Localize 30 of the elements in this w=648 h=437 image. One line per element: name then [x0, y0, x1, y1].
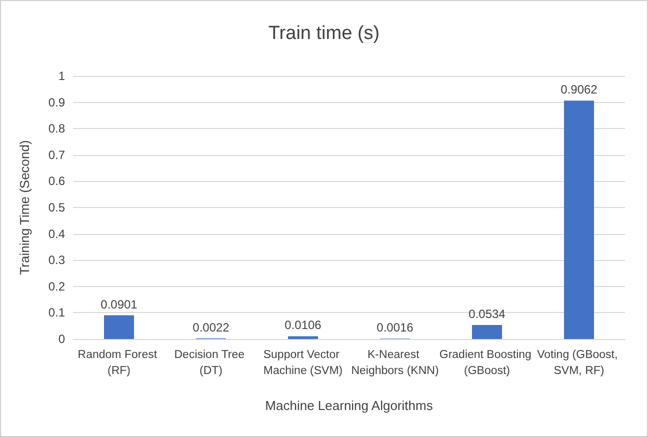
y-tick-label: 0.1 — [48, 306, 66, 320]
x-tick-label: Decision Tree (DT) — [174, 349, 248, 377]
bar — [288, 336, 318, 339]
bar — [564, 100, 594, 339]
data-label: 0.0901 — [100, 297, 138, 312]
x-tick-label: K-Nearest Neighbors (KNN) — [351, 349, 439, 377]
y-tick-label: 0.8 — [48, 122, 66, 136]
y-tick-label: 0.7 — [48, 148, 66, 162]
y-tick-label: 0.9 — [48, 95, 66, 110]
data-label: 0.0534 — [468, 306, 506, 321]
bar — [472, 324, 502, 339]
y-tick-label: 0.4 — [48, 226, 66, 241]
data-label: 0.0106 — [284, 318, 322, 332]
x-tick-label: Random Forest (RF) — [78, 349, 160, 377]
data-label: 0.9062 — [560, 82, 598, 97]
chart-title: Train time (s) — [268, 23, 380, 44]
y-axis-title: Training Time (Second) — [17, 140, 32, 275]
data-label: 0.0022 — [192, 320, 230, 334]
x-tick-label: Gradient Boosting (GBoost) — [439, 349, 535, 377]
y-tick-label: 0.3 — [48, 253, 66, 268]
bar — [104, 315, 134, 339]
y-tick-label: 0.2 — [48, 279, 66, 294]
x-tick-label: Voting (GBoost, SVM, RF) — [537, 349, 621, 377]
y-tick-label: 0.6 — [48, 174, 66, 188]
y-tick-label: 0 — [58, 332, 66, 346]
data-label: 0.0016 — [376, 320, 414, 335]
x-axis-title: Machine Learning Algorithms — [265, 398, 434, 413]
y-tick-label: 1 — [58, 69, 66, 83]
y-tick-label: 0.5 — [48, 200, 66, 214]
x-tick-label: Support Vector Machine (SVM) — [263, 349, 343, 377]
